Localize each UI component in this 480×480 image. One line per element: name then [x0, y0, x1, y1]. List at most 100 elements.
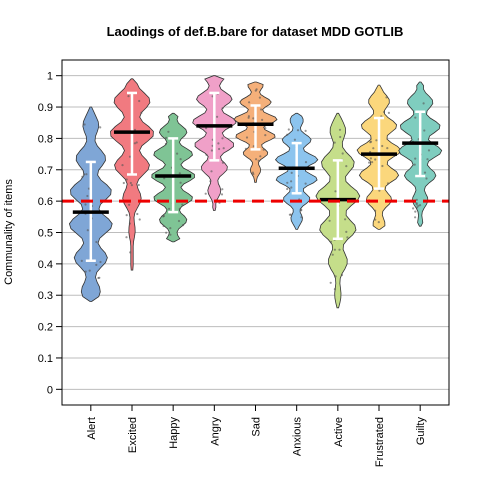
- data-point: [179, 158, 182, 161]
- data-point: [95, 263, 98, 266]
- x-axis: Alert Excited Happy Angry Sad Anxious Active Fr…: [86, 405, 427, 467]
- y-tick-label: 0.4: [38, 259, 53, 271]
- data-point: [140, 111, 143, 114]
- data-point: [331, 253, 334, 256]
- data-point: [344, 218, 347, 221]
- violin-alert: [68, 106, 113, 302]
- data-point: [300, 208, 303, 211]
- data-point: [245, 136, 249, 139]
- data-point: [259, 155, 262, 158]
- x-tick-label: Angry: [209, 417, 221, 446]
- data-point: [255, 158, 258, 161]
- data-point: [333, 248, 336, 251]
- data-point: [178, 172, 181, 175]
- data-point: [210, 149, 213, 152]
- data-point: [371, 161, 374, 164]
- data-point: [346, 236, 349, 239]
- data-point: [221, 188, 224, 191]
- data-point: [220, 193, 224, 196]
- data-point: [290, 171, 293, 174]
- data-point: [369, 141, 372, 144]
- violin-active: [315, 112, 361, 309]
- data-point: [286, 187, 289, 191]
- data-point: [205, 153, 208, 156]
- data-point: [369, 157, 372, 160]
- data-point: [304, 129, 307, 132]
- data-point: [247, 115, 250, 118]
- y-tick-label: 0.8: [38, 133, 53, 145]
- data-point: [290, 186, 293, 189]
- data-point: [386, 182, 390, 185]
- data-point: [99, 126, 102, 129]
- data-point: [87, 187, 91, 190]
- data-point: [425, 177, 428, 180]
- data-point: [264, 134, 267, 137]
- data-point: [162, 224, 165, 228]
- data-point: [414, 157, 417, 160]
- data-point: [176, 152, 179, 155]
- data-point: [138, 218, 141, 221]
- violin-excited: [110, 78, 154, 271]
- violins: [68, 75, 443, 309]
- data-point: [83, 123, 86, 126]
- data-point: [86, 229, 89, 232]
- data-point: [378, 189, 381, 192]
- data-point: [125, 178, 128, 181]
- data-point: [374, 209, 377, 212]
- data-point: [334, 190, 337, 193]
- data-point: [386, 147, 389, 150]
- data-point: [222, 147, 225, 150]
- data-point: [133, 142, 136, 145]
- data-point: [80, 259, 83, 262]
- data-point: [423, 171, 427, 174]
- data-point: [179, 181, 182, 184]
- violin-anxious: [274, 112, 319, 230]
- data-point: [128, 222, 131, 225]
- y-axis: 0 0.1 0.2 0.3 0.4 0.5 0.6 0.7 0.8 0.9 1: [38, 71, 62, 396]
- data-point: [381, 144, 384, 148]
- data-point: [300, 216, 303, 219]
- data-point: [289, 213, 292, 216]
- data-point: [339, 135, 342, 139]
- data-point: [164, 142, 167, 146]
- data-point: [422, 102, 425, 105]
- data-point: [81, 175, 84, 178]
- data-point: [162, 215, 165, 218]
- data-point: [98, 276, 101, 279]
- data-point: [121, 164, 124, 167]
- data-point: [244, 147, 247, 150]
- data-point: [210, 170, 213, 173]
- data-point: [338, 248, 341, 251]
- violin-frustrated: [356, 84, 402, 230]
- data-point: [86, 194, 89, 198]
- data-point: [385, 96, 388, 99]
- data-point: [122, 181, 125, 185]
- y-tick-label: 0: [47, 384, 53, 396]
- data-point: [128, 203, 131, 206]
- data-point: [125, 236, 128, 239]
- data-point: [338, 128, 342, 131]
- data-point: [417, 204, 420, 207]
- data-point: [381, 164, 384, 168]
- data-point: [181, 203, 184, 206]
- data-point: [287, 128, 290, 131]
- data-point: [129, 181, 132, 185]
- violin-angry: [192, 75, 237, 211]
- data-point: [221, 107, 224, 110]
- data-point: [414, 216, 417, 219]
- data-point: [329, 281, 332, 284]
- data-point: [181, 224, 185, 227]
- data-point: [293, 138, 296, 141]
- data-point: [262, 148, 265, 151]
- data-point: [129, 251, 132, 254]
- data-point: [209, 180, 212, 183]
- data-point: [177, 219, 181, 223]
- data-point: [328, 219, 331, 222]
- data-point: [252, 173, 255, 176]
- data-point: [169, 227, 172, 230]
- data-point: [374, 218, 377, 221]
- data-point: [286, 133, 289, 136]
- data-point: [264, 127, 267, 130]
- data-point: [368, 161, 371, 164]
- data-point: [414, 116, 417, 119]
